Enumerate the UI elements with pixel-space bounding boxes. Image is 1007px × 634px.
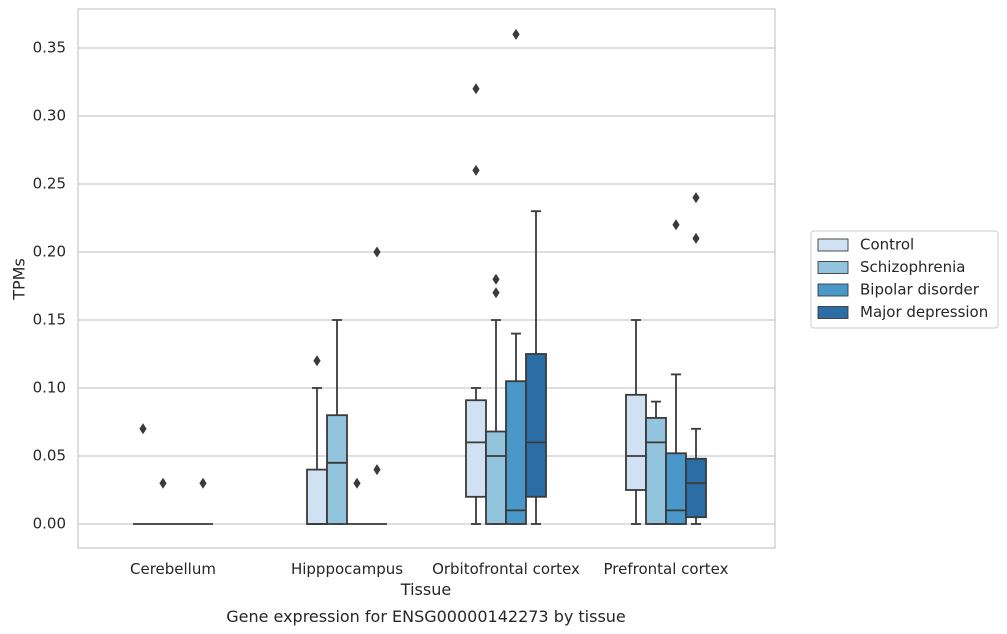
box-2-0 [465, 83, 487, 525]
legend: Control Schizophrenia Bipolar disorder Majo… [810, 230, 999, 329]
x-axis-ticks: Cerebellum Hipppocampus Orbitofrontal cort… [130, 560, 729, 578]
iqr-box [685, 457, 707, 519]
legend-swatch [817, 238, 849, 252]
box-0-3 [193, 477, 213, 525]
box-2-3 [525, 210, 547, 525]
x-tick-label: Orbitofrontal cortex [432, 560, 580, 578]
y-tick-label: 0.30 [33, 107, 66, 125]
legend-frame [810, 230, 999, 329]
box-1-2 [347, 477, 367, 525]
x-tick-label: Hipppocampus [291, 560, 403, 578]
outlier-marker [672, 219, 680, 231]
outlier-marker [472, 164, 480, 176]
outlier-marker [353, 477, 361, 489]
box-0-0 [133, 423, 153, 525]
legend-label: Bipolar disorder [860, 281, 980, 299]
outlier-marker [159, 477, 167, 489]
box-2-2 [505, 28, 527, 525]
gridlines [78, 47, 775, 525]
legend-label: Control [860, 236, 914, 254]
legend-label: Major depression [860, 303, 988, 321]
outlier-marker [492, 273, 500, 285]
x-tick-label: Prefrontal cortex [604, 560, 729, 578]
legend-swatch [817, 261, 849, 274]
box-3-1 [645, 400, 667, 525]
y-tick-label: 0.25 [33, 175, 66, 193]
outlier-marker [692, 232, 700, 244]
box-0-1 [153, 477, 173, 525]
y-tick-label: 0.35 [33, 39, 66, 57]
box-1-1 [326, 319, 348, 525]
x-axis-label: Tissue [400, 580, 451, 599]
outlier-marker [199, 477, 207, 489]
iqr-box [306, 468, 328, 525]
box-3-2 [665, 219, 687, 525]
plot-area-frame [77, 8, 776, 549]
legend-swatch [817, 306, 849, 319]
outlier-marker [512, 28, 520, 40]
y-tick-label: 0.10 [33, 379, 66, 397]
legend-swatch [817, 283, 849, 297]
boxes [133, 28, 707, 525]
outlier-marker [492, 287, 500, 299]
y-axis-ticks: 0.00 0.05 0.10 0.15 0.20 0.25 0.30 0.35 [33, 39, 66, 533]
iqr-box [645, 417, 667, 525]
box-3-3 [685, 192, 707, 525]
box-3-0 [625, 319, 647, 525]
y-tick-label: 0.05 [33, 447, 66, 465]
legend-label: Schizophrenia [860, 258, 965, 276]
outlier-marker [139, 423, 147, 435]
outlier-marker [472, 83, 480, 95]
y-tick-label: 0.20 [33, 243, 66, 261]
box-2-1 [485, 273, 507, 525]
outlier-marker [313, 355, 321, 367]
outlier-marker [373, 246, 381, 258]
x-tick-label: Cerebellum [130, 560, 216, 578]
box-1-0 [306, 355, 328, 525]
y-tick-label: 0.00 [33, 515, 66, 533]
iqr-box [525, 353, 547, 498]
iqr-box [326, 414, 348, 525]
iqr-box [665, 452, 687, 525]
iqr-box [485, 430, 507, 525]
iqr-box [625, 393, 647, 491]
iqr-box [465, 399, 487, 498]
outlier-marker [692, 192, 700, 204]
iqr-box [505, 380, 527, 525]
box-1-3 [367, 246, 387, 525]
outlier-marker [373, 464, 381, 476]
chart-caption: Gene expression for ENSG00000142273 by t… [226, 607, 626, 626]
y-axis-label: TPMs [10, 258, 29, 301]
y-tick-label: 0.15 [33, 311, 66, 329]
